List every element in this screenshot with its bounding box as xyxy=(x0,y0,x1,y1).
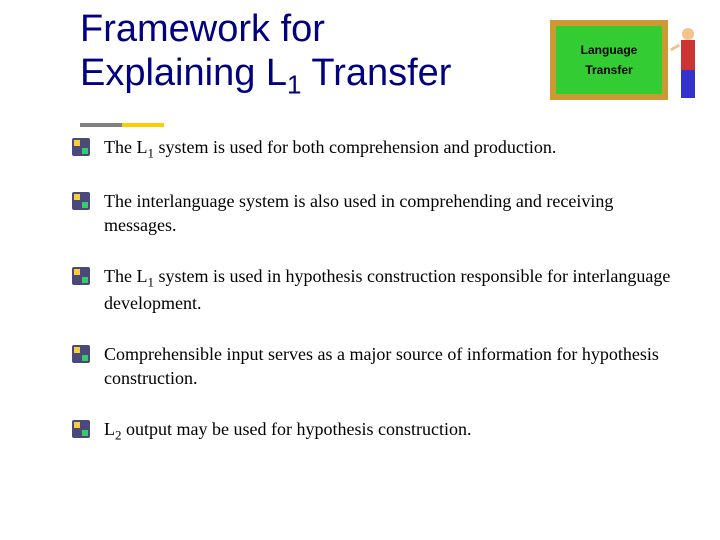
title-line2-pre: Explaining L xyxy=(80,52,287,94)
bullet-text: L2 output may be used for hypothesis con… xyxy=(104,418,471,444)
bullet-icon xyxy=(72,267,90,285)
bullet-list: The L1 system is used for both comprehen… xyxy=(72,136,672,472)
bullet-row: The L1 system is used for both comprehen… xyxy=(72,136,672,162)
bullet-text: The L1 system is used for both comprehen… xyxy=(104,136,556,162)
student-figure-icon xyxy=(674,28,702,108)
bullet-text: The L1 system is used in hypothesis cons… xyxy=(104,265,672,315)
text-segment: The L xyxy=(104,137,147,157)
text-segment: The interlanguage system is also used in… xyxy=(104,191,613,234)
title-line1: Framework for xyxy=(80,8,325,50)
text-segment: system is used in hypothesis constructio… xyxy=(104,266,670,312)
text-segment: The L xyxy=(104,266,147,286)
rule-gray xyxy=(80,123,122,127)
bullet-row: The L1 system is used in hypothesis cons… xyxy=(72,265,672,315)
rule-yellow xyxy=(122,123,164,127)
text-segment: L xyxy=(104,419,115,439)
bullet-row: The interlanguage system is also used in… xyxy=(72,190,672,237)
chalkboard-line2: Transfer xyxy=(585,63,632,77)
slide-title: Framework for Explaining L1 Transfer xyxy=(80,8,520,100)
title-underline xyxy=(80,114,530,118)
chalkboard-line1: Language xyxy=(581,43,638,57)
text-segment: system is used for both comprehension an… xyxy=(154,137,556,157)
text-segment: Comprehensible input serves as a major s… xyxy=(104,344,659,387)
chalkboard: Language Transfer xyxy=(550,20,668,100)
title-line2-sub: 1 xyxy=(287,69,301,99)
slide-title-area: Framework for Explaining L1 Transfer xyxy=(80,8,520,100)
bullet-text: Comprehensible input serves as a major s… xyxy=(104,343,672,390)
chalkboard-graphic: Language Transfer xyxy=(550,20,700,112)
bullet-icon xyxy=(72,420,90,438)
title-line2-post: Transfer xyxy=(302,52,452,94)
bullet-icon xyxy=(72,345,90,363)
bullet-icon xyxy=(72,192,90,210)
bullet-text: The interlanguage system is also used in… xyxy=(104,190,672,237)
text-segment: output may be used for hypothesis constr… xyxy=(122,419,472,439)
bullet-row: L2 output may be used for hypothesis con… xyxy=(72,418,672,444)
bullet-row: Comprehensible input serves as a major s… xyxy=(72,343,672,390)
bullet-icon xyxy=(72,138,90,156)
